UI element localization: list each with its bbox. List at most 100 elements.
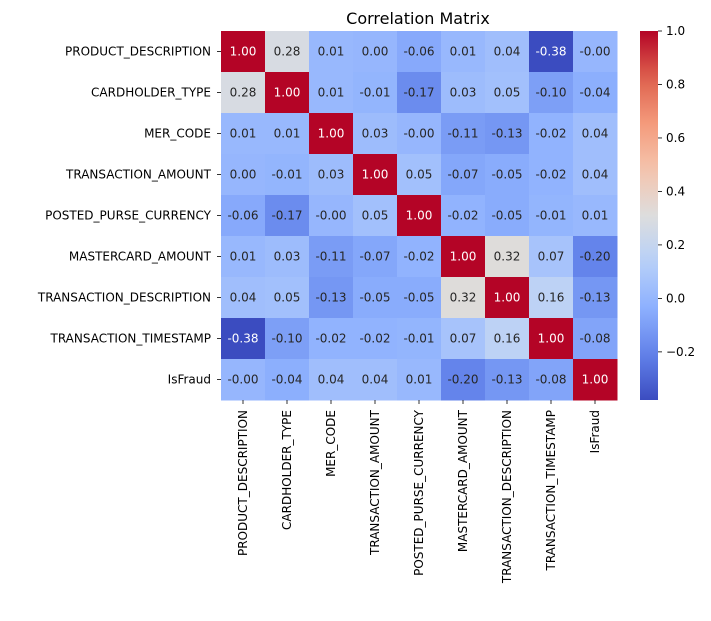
y-tick-label: TRANSACTION_TIMESTAMP xyxy=(50,332,212,346)
heatmap-cell xyxy=(529,195,574,237)
heatmap-cell xyxy=(397,31,442,73)
x-tick-label: CARDHOLDER_TYPE xyxy=(280,410,294,530)
cell-annotation: 0.01 xyxy=(582,209,609,223)
cell-annotation: 0.32 xyxy=(450,291,477,305)
heatmap-cell xyxy=(573,72,618,114)
heatmap-cell xyxy=(397,72,442,114)
y-tick-label: MASTERCARD_AMOUNT xyxy=(69,250,212,264)
cell-annotation: 0.07 xyxy=(538,250,565,264)
heatmap-cell xyxy=(353,195,398,237)
heatmap-cell xyxy=(441,31,486,73)
heatmap-cell xyxy=(485,154,530,196)
cell-annotation: -0.13 xyxy=(579,291,610,305)
heatmap-cell xyxy=(485,72,530,114)
cell-annotation: -0.00 xyxy=(227,373,258,387)
heatmap-cell xyxy=(353,31,398,73)
cell-annotation: -0.02 xyxy=(403,250,434,264)
heatmap-cell xyxy=(265,154,310,196)
cell-annotation: 0.01 xyxy=(318,45,345,59)
heatmap-cell xyxy=(309,318,354,360)
cell-annotation: 0.04 xyxy=(582,127,609,141)
heatmap-cell xyxy=(397,277,442,319)
heatmap-cell xyxy=(441,195,486,237)
cell-annotation: -0.00 xyxy=(315,209,346,223)
heatmap-cell xyxy=(265,113,310,155)
cell-annotation: -0.13 xyxy=(315,291,346,305)
cell-annotation: -0.05 xyxy=(403,291,434,305)
heatmap-cell xyxy=(265,318,310,360)
heatmap-cell xyxy=(529,31,574,73)
heatmap-cell xyxy=(397,359,442,401)
y-tick-label: PRODUCT_DESCRIPTION xyxy=(65,45,211,59)
heatmap-cell xyxy=(441,154,486,196)
cell-annotation: 0.05 xyxy=(362,209,389,223)
cell-annotation: 0.32 xyxy=(494,250,521,264)
x-tick-labels: PRODUCT_DESCRIPTION CARDHOLDER_TYPE MER_CO… xyxy=(236,400,602,584)
cell-annotation: -0.01 xyxy=(403,332,434,346)
cell-annotation: -0.07 xyxy=(447,168,478,182)
cell-annotation: -0.13 xyxy=(491,373,522,387)
cell-annotation: 0.03 xyxy=(274,250,301,264)
cell-annotation: -0.05 xyxy=(491,209,522,223)
cell-annotation: -0.02 xyxy=(535,127,566,141)
heatmap-cell xyxy=(353,236,398,278)
cell-annotation: 0.05 xyxy=(494,86,521,100)
colorbar-tick-label: 0.4 xyxy=(666,184,685,198)
cell-annotation: -0.02 xyxy=(315,332,346,346)
heatmap-cell xyxy=(573,318,618,360)
cell-annotation: -0.05 xyxy=(359,291,390,305)
cell-annotation: 0.01 xyxy=(406,373,433,387)
heatmap-cell xyxy=(529,277,574,319)
x-tick-label: TRANSACTION_DESCRIPTION xyxy=(500,410,514,584)
cell-annotation: 0.01 xyxy=(274,127,301,141)
cell-annotation: -0.06 xyxy=(403,45,434,59)
cell-annotation: -0.13 xyxy=(491,127,522,141)
cell-annotation: 0.03 xyxy=(450,86,477,100)
y-tick-label: POSTED_PURSE_CURRENCY xyxy=(45,209,212,223)
cell-annotation: 0.16 xyxy=(538,291,565,305)
cell-annotation: 0.04 xyxy=(318,373,345,387)
heatmap-cell xyxy=(265,236,310,278)
heatmap-cell xyxy=(529,72,574,114)
heatmap-cell xyxy=(353,359,398,401)
heatmap-cell xyxy=(573,236,618,278)
colorbar-tick-label: 0.6 xyxy=(666,131,685,145)
chart-title: Correlation Matrix xyxy=(346,9,490,28)
cell-annotation: -0.02 xyxy=(359,332,390,346)
heatmap-cell xyxy=(221,72,266,114)
cell-annotation: -0.11 xyxy=(315,250,346,264)
cell-annotation: 1.00 xyxy=(582,373,609,387)
cell-annotation: 0.00 xyxy=(230,168,257,182)
heatmap-cell xyxy=(265,359,310,401)
heatmap-cell xyxy=(221,318,266,360)
cell-annotation: -0.04 xyxy=(579,86,610,100)
cell-annotation: -0.00 xyxy=(403,127,434,141)
cell-annotation: -0.17 xyxy=(403,86,434,100)
heatmap-cells: 1.00 0.28 0.01 0.00 -0.06 0.01 0.04 -0.38 -0.00 0… xyxy=(221,31,618,401)
heatmap-cell xyxy=(221,154,266,196)
cell-annotation: 1.00 xyxy=(494,291,521,305)
cell-annotation: 0.04 xyxy=(582,168,609,182)
y-tick-label: TRANSACTION_DESCRIPTION xyxy=(37,291,211,305)
heatmap-cell xyxy=(397,318,442,360)
heatmap-cell xyxy=(485,359,530,401)
heatmap-cell xyxy=(573,277,618,319)
heatmap-cell xyxy=(441,359,486,401)
colorbar-tick-label: 0.8 xyxy=(666,77,685,91)
heatmap-cell xyxy=(529,236,574,278)
heatmap-cell xyxy=(529,154,574,196)
heatmap-cell xyxy=(441,318,486,360)
heatmap-cell xyxy=(309,113,354,155)
cell-annotation: -0.38 xyxy=(227,332,258,346)
cell-annotation: -0.00 xyxy=(579,45,610,59)
heatmap-cell xyxy=(529,359,574,401)
x-tick-label: TRANSACTION_AMOUNT xyxy=(368,409,382,556)
heatmap-cell xyxy=(529,113,574,155)
cell-annotation: -0.17 xyxy=(271,209,302,223)
heatmap-cell xyxy=(353,113,398,155)
colorbar-tick-label: 1.0 xyxy=(666,24,685,38)
y-tick-label: TRANSACTION_AMOUNT xyxy=(65,168,212,182)
heatmap-cell xyxy=(265,72,310,114)
heatmap-cell xyxy=(529,318,574,360)
cell-annotation: -0.07 xyxy=(359,250,390,264)
